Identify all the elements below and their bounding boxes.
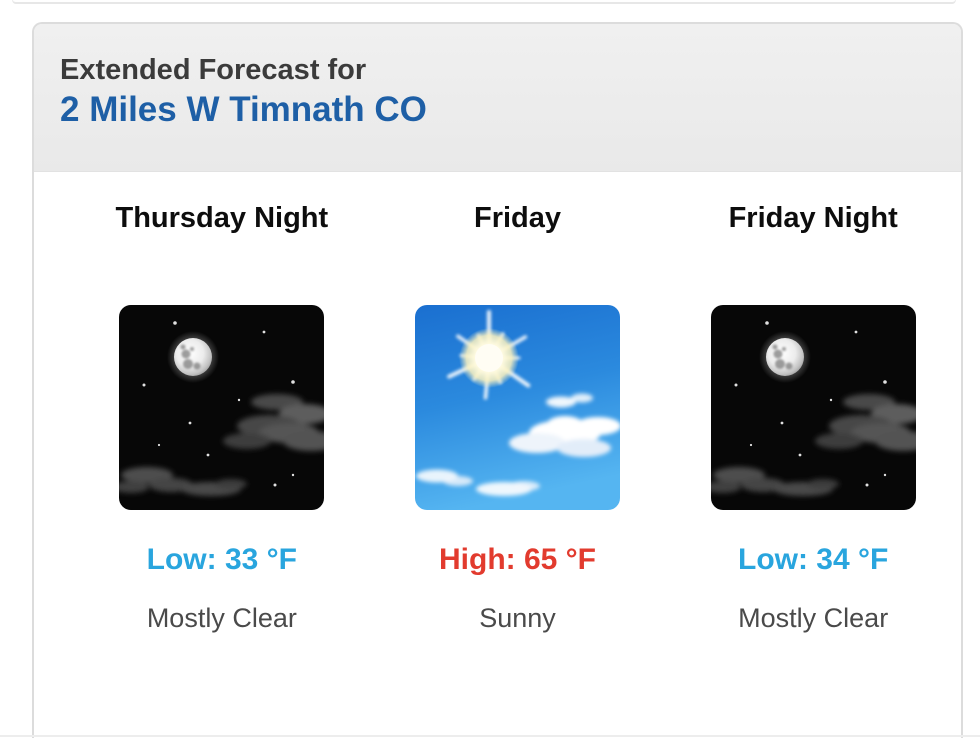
mostly-clear-night-icon <box>119 305 325 511</box>
forecast-icon[interactable] <box>710 305 916 511</box>
forecast-period-card: Friday <box>370 202 666 634</box>
panel-header: Extended Forecast for 2 Miles W Timnath … <box>34 24 961 172</box>
location-title: 2 Miles W Timnath CO <box>60 90 427 130</box>
temperature-label: Low: 34 °F <box>738 543 889 577</box>
condition-text: Mostly Clear <box>738 603 889 634</box>
sunny-sky-icon <box>415 305 620 511</box>
page-bottom-divider <box>0 735 980 737</box>
panel-body: Thursday Night <box>34 172 961 634</box>
condition-text: Sunny <box>479 603 556 634</box>
period-name: Thursday Night <box>115 202 329 234</box>
forecast-icon[interactable] <box>415 305 620 511</box>
forecast-kicker: Extended Forecast for <box>60 54 367 86</box>
extended-forecast-panel: Extended Forecast for 2 Miles W Timnath … <box>32 22 963 738</box>
period-name: Friday Night <box>728 202 898 234</box>
previous-card-bottom-edge <box>12 0 956 4</box>
forecast-period-card: Friday Night <box>665 202 961 634</box>
forecast-period-card: Thursday Night <box>74 202 370 634</box>
period-name: Friday <box>473 202 562 234</box>
temperature-label: Low: 33 °F <box>146 543 297 577</box>
mostly-clear-night-icon <box>710 305 916 511</box>
forecast-icon[interactable] <box>119 305 325 511</box>
temperature-label: High: 65 °F <box>439 543 597 577</box>
condition-text: Mostly Clear <box>146 603 297 634</box>
forecast-row: Thursday Night <box>74 202 961 634</box>
